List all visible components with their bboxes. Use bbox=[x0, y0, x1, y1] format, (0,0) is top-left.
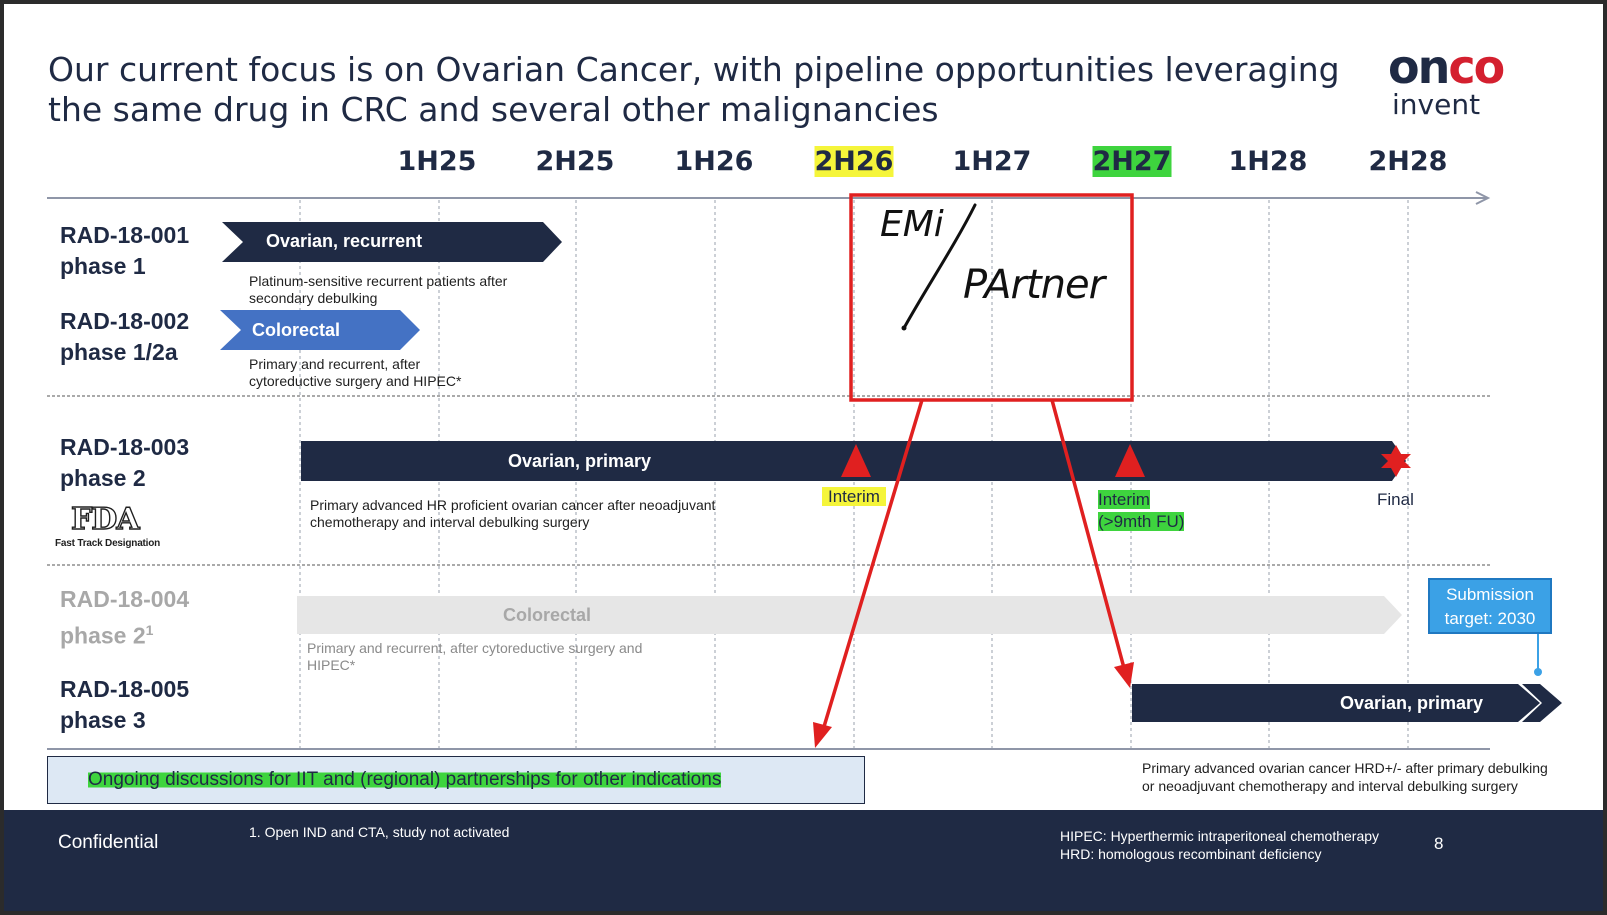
milestone-interim-9mth: Interim (>9mth FU) bbox=[1098, 490, 1185, 531]
period-1h27: 1H27 bbox=[952, 146, 1032, 177]
handwritten-partner: PArtner bbox=[963, 262, 1105, 308]
study-rad-18-005: RAD-18-005 phase 3 bbox=[60, 674, 189, 736]
period-2h28: 2H28 bbox=[1368, 146, 1448, 177]
study-phase: phase 1 bbox=[60, 253, 146, 279]
annotation-arrow bbox=[1050, 399, 1126, 669]
study-id: RAD-18-003 bbox=[60, 434, 190, 460]
study-phase: phase 21 bbox=[60, 622, 154, 649]
milestone-final: Final bbox=[1377, 490, 1414, 509]
study-id: RAD-18-001 bbox=[60, 222, 190, 248]
period-2h26: 2H26 bbox=[814, 146, 894, 177]
study-rad-18-001: RAD-18-001 phase 1 bbox=[60, 220, 189, 282]
interim-triangle bbox=[841, 444, 871, 477]
confidential-label: Confidential bbox=[58, 832, 159, 853]
study-phase: phase 3 bbox=[60, 707, 146, 733]
page-number: 8 bbox=[1434, 834, 1444, 853]
description-rad-18-003: Primary advanced HR proficient ovarian c… bbox=[310, 497, 716, 530]
submission-connector-dot bbox=[1534, 668, 1542, 676]
oncoinvent-logo: onco invent bbox=[1388, 40, 1538, 130]
footnote: 1. Open IND and CTA, study not activated bbox=[249, 824, 510, 840]
handwritten-emi: EMi bbox=[880, 204, 944, 245]
submission-target-box: Submission target: 2030 bbox=[1428, 578, 1552, 634]
period-2h27: 2H27 bbox=[1092, 146, 1172, 177]
abbreviations: HIPEC: Hyperthermic intraperitoneal chem… bbox=[1060, 828, 1380, 862]
bar-rad-18-001 bbox=[222, 222, 562, 262]
period-gridlines bbox=[299, 200, 1409, 748]
logo-subtext: invent bbox=[1392, 88, 1481, 121]
logo-wordmark: onco bbox=[1388, 40, 1505, 94]
bar-label-rad-18-001: Ovarian, recurrent bbox=[266, 231, 423, 251]
period-1h28: 1H28 bbox=[1228, 146, 1308, 177]
annotation-arrow bbox=[821, 399, 924, 731]
bar-rad-18-005-chevron bbox=[1522, 684, 1562, 722]
bar-rad-18-004 bbox=[297, 596, 1402, 634]
study-id: RAD-18-005 bbox=[60, 676, 190, 702]
study-rad-18-004: RAD-18-004 phase 21 bbox=[60, 584, 189, 652]
bar-label-rad-18-005: Ovarian, primary bbox=[1340, 693, 1484, 713]
bar-label-rad-18-004: Colorectal bbox=[503, 605, 592, 625]
study-rad-18-002: RAD-18-002 phase 1/2a bbox=[60, 306, 189, 368]
study-phase: phase 2 bbox=[60, 465, 146, 491]
study-rad-18-003: RAD-18-003 phase 2 bbox=[60, 432, 189, 494]
annotation-arrowhead bbox=[813, 722, 832, 748]
annotation-arrowhead bbox=[1114, 662, 1134, 688]
description-rad-18-004: Primary and recurrent, after cytoreducti… bbox=[307, 640, 643, 673]
description-rad-18-005: Primary advanced ovarian cancer HRD+/- a… bbox=[1142, 760, 1548, 794]
study-id: RAD-18-002 bbox=[60, 308, 190, 334]
handwriting-stroke bbox=[902, 203, 977, 330]
study-id: RAD-18-004 bbox=[60, 586, 190, 612]
description-rad-18-002: Primary and recurrent, after cytoreducti… bbox=[249, 356, 462, 389]
fda-fast-track-logo: FDA Fast Track Designation bbox=[55, 501, 161, 549]
period-1h26: 1H26 bbox=[674, 146, 754, 177]
handwriting-dot bbox=[901, 325, 907, 331]
footer: Confidential 1. Open IND and CTA, study … bbox=[4, 810, 1603, 911]
bar-label-rad-18-002: Colorectal bbox=[252, 320, 341, 340]
slide-title: Our current focus is on Ovarian Cancer, … bbox=[48, 50, 1340, 129]
bar-rad-18-002 bbox=[220, 310, 420, 350]
bar-rad-18-005 bbox=[1132, 684, 1540, 722]
annotation-box bbox=[849, 193, 1134, 402]
period-1h25: 1H25 bbox=[397, 146, 477, 177]
bar-label-rad-18-003: Ovarian, primary bbox=[508, 451, 652, 471]
description-rad-18-001: Platinum-sensitive recurrent patients af… bbox=[249, 273, 508, 306]
final-star-icon bbox=[1381, 445, 1411, 477]
interim-triangle bbox=[1115, 444, 1145, 477]
timeline-arrowhead bbox=[1475, 191, 1491, 205]
partnership-discussion-box: Ongoing discussions for IIT and (regiona… bbox=[47, 756, 865, 804]
milestone-interim: Interim bbox=[822, 486, 886, 508]
study-phase: phase 1/2a bbox=[60, 339, 178, 365]
period-2h25: 2H25 bbox=[535, 146, 615, 177]
